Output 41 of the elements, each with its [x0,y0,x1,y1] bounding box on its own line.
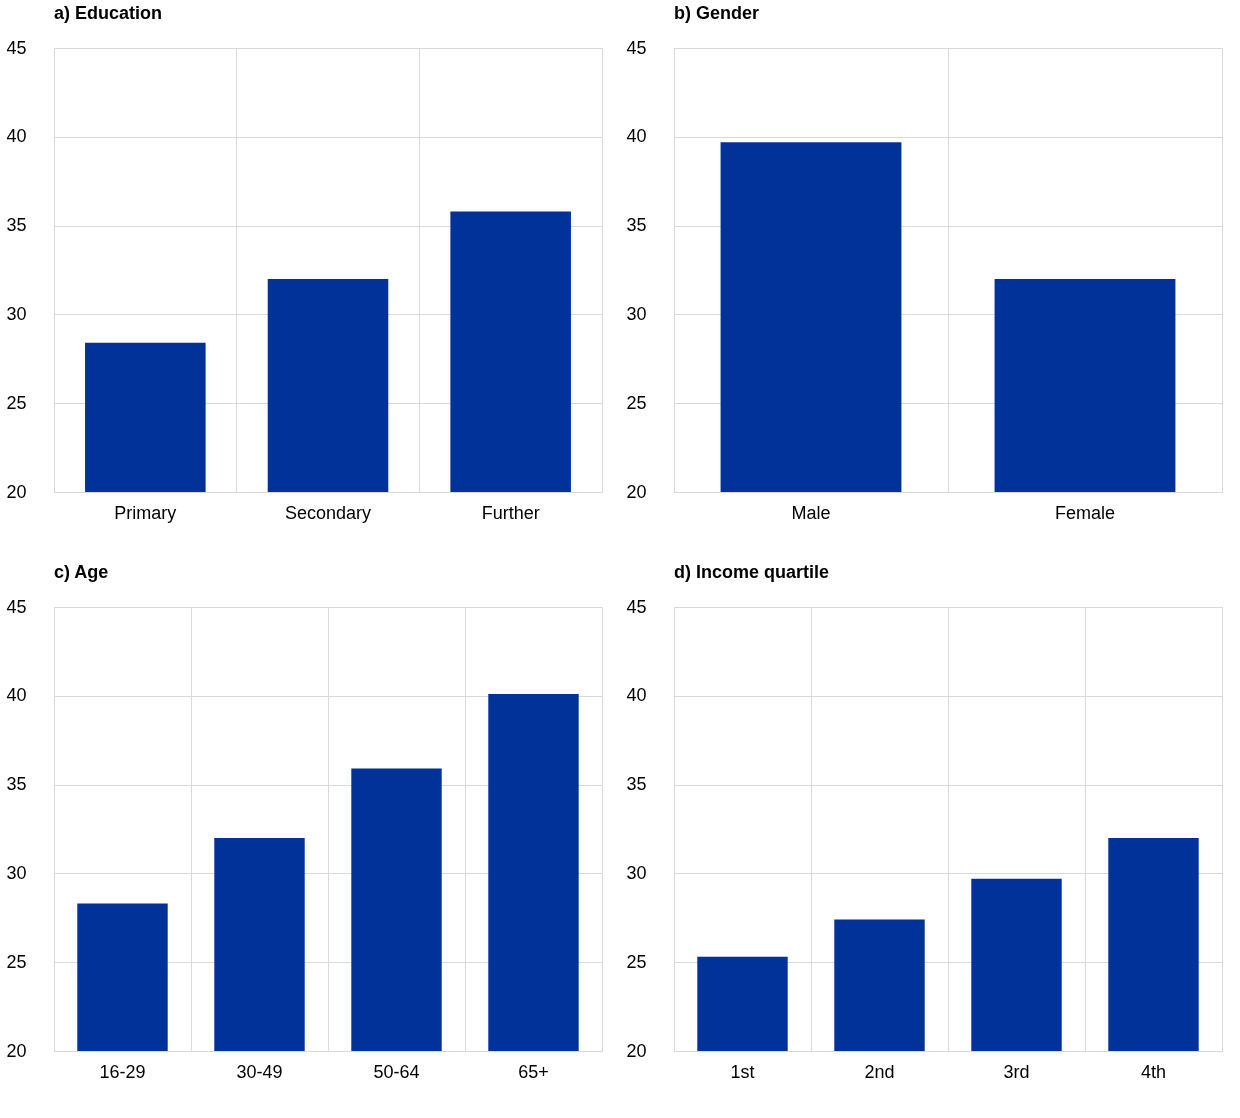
y-tick-label: 30 [6,862,27,883]
x-tick-label: Further [481,502,540,523]
x-tick-label: 50-64 [373,1061,420,1082]
y-tick-label: 45 [626,596,647,617]
x-tick-label: Male [791,502,831,523]
y-tick-label: 35 [6,215,27,236]
x-tick-label: Female [1054,502,1116,523]
y-tick-label: 20 [6,481,27,502]
x-tick-label: 2nd [864,1061,895,1082]
y-tick-label: 25 [6,392,27,413]
y-tick-label: 30 [626,862,647,883]
y-tick-label: 40 [626,126,647,147]
y-tick-label: 30 [626,303,647,324]
y-tick-label: 35 [626,215,647,236]
y-tick-label: 45 [6,37,27,58]
x-tick-label: Secondary [284,502,372,523]
y-tick-label: 25 [626,392,647,413]
y-tick-label: 35 [626,774,647,795]
x-tick-label: 16-29 [99,1061,146,1082]
y-tick-label: 20 [626,481,647,502]
y-tick-label: 20 [6,1040,27,1061]
chart-title: a) Education [54,3,163,23]
x-tick-label: 4th [1140,1061,1167,1082]
y-tick-label: 45 [626,37,647,58]
chart-title: d) Income quartile [674,562,830,582]
x-tick-label: 65+ [518,1061,549,1082]
x-tick-label: 3rd [1003,1061,1030,1082]
y-tick-label: 40 [626,685,647,706]
y-tick-label: 25 [6,951,27,972]
chart-title: c) Age [54,562,109,582]
chart-title: b) Gender [674,3,760,23]
y-tick-label: 20 [626,1040,647,1061]
x-tick-label: 30-49 [236,1061,283,1082]
y-tick-label: 40 [6,126,27,147]
x-tick-label: 1st [730,1061,755,1082]
y-tick-label: 30 [6,303,27,324]
y-tick-label: 40 [6,685,27,706]
y-tick-label: 25 [626,951,647,972]
y-tick-label: 35 [6,774,27,795]
y-tick-label: 45 [6,596,27,617]
x-tick-label: Primary [114,502,177,523]
